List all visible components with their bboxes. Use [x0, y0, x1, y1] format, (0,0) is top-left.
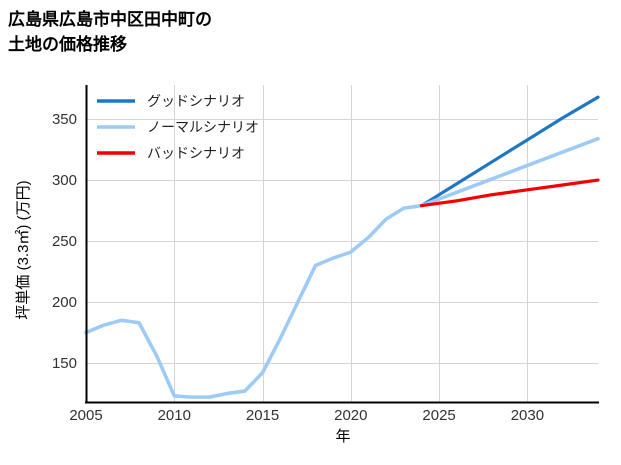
x-tick-label: 2015	[246, 407, 279, 424]
x-axis-title: 年	[335, 428, 350, 445]
gridlines	[86, 85, 598, 402]
y-tick-label: 150	[52, 355, 77, 372]
x-tick-label: 2030	[511, 407, 544, 424]
series-line-0	[419, 95, 600, 208]
series-lines	[84, 95, 600, 399]
page-title: 広島県広島市中区田中町の 土地の価格推移	[8, 10, 212, 54]
x-tick-label: 2005	[69, 407, 102, 424]
y-tick-label: 300	[52, 172, 77, 189]
axis-spines	[85, 85, 599, 404]
x-tick-label: 2025	[422, 407, 455, 424]
x-tick-label: 2020	[334, 407, 367, 424]
legend-label-1: ノーマルシナリオ	[147, 119, 259, 135]
y-tick-label: 200	[52, 294, 77, 311]
x-axis-tick-labels: 2005 2010 2015 2020 2025 2030	[69, 407, 544, 424]
y-tick-label: 350	[52, 111, 77, 128]
y-axis-tick-labels: 150 200 250 300 350	[52, 111, 77, 372]
x-tick-label: 2010	[158, 407, 191, 424]
series-line-2	[419, 178, 600, 208]
series-line-1	[84, 136, 600, 399]
y-tick-label: 250	[52, 233, 77, 250]
y-axis-title: 坪単価 (3.3㎡) (万円)	[15, 180, 32, 319]
legend-label-0: グッドシナリオ	[147, 93, 245, 109]
legend-label-2: バッドシナリオ	[147, 145, 245, 161]
